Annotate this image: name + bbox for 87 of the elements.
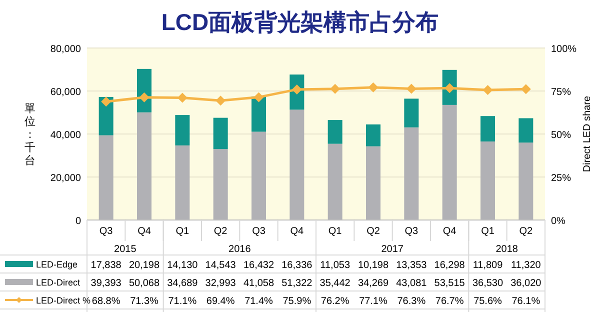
data-label: 76.2% xyxy=(320,296,350,307)
data-label: 11,809 xyxy=(472,260,504,271)
text: 2018 xyxy=(496,244,518,255)
x-tick-label: Q2 xyxy=(366,226,380,237)
data-label: 75.6% xyxy=(474,296,502,307)
y2-tick-label: 0% xyxy=(551,216,566,227)
point xyxy=(177,92,188,103)
x-tick-label: Q1 xyxy=(481,226,495,237)
data-label: 16,298 xyxy=(434,260,466,271)
data-label: 76.3% xyxy=(397,296,426,307)
data-label: 71.3% xyxy=(130,296,159,307)
data-label: 35,442 xyxy=(320,278,351,289)
data-label: 32,993 xyxy=(205,278,236,289)
bar xyxy=(213,118,228,150)
y-axis-title: 單位：千台 xyxy=(24,103,36,167)
data-label: 11,053 xyxy=(320,260,350,271)
data-label: 10,198 xyxy=(358,260,389,271)
data-label: 34,689 xyxy=(167,278,198,289)
x-tick-label: Q3 xyxy=(404,226,419,237)
chart-title: LCD面板背光架構市占分布 xyxy=(161,9,439,35)
y-tick-label: 20,000 xyxy=(50,173,82,184)
point xyxy=(254,92,264,102)
data-label: 53,515 xyxy=(434,278,466,289)
x-tick-label: Q3 xyxy=(99,226,114,237)
x-tick-label: Q2 xyxy=(214,226,228,237)
data-label: 71.1% xyxy=(168,296,197,307)
data-label: 41,058 xyxy=(243,278,274,289)
bar xyxy=(518,118,534,143)
data-label: 69.4% xyxy=(206,296,235,307)
y2-tick-label: 100% xyxy=(551,44,577,55)
x-tick-label: Q1 xyxy=(176,226,190,237)
point xyxy=(216,96,226,106)
text: 2017 xyxy=(381,244,404,255)
y2-tick-label: 25% xyxy=(551,173,572,184)
text: 2015 xyxy=(114,244,137,255)
point xyxy=(139,92,150,102)
data-label: 17,838 xyxy=(90,260,122,271)
data-label: 14,543 xyxy=(205,260,236,271)
legend-label: LED-Direct xyxy=(36,278,81,288)
data-label: 77.1% xyxy=(359,296,388,307)
data-label: 14,130 xyxy=(167,260,198,271)
data-label: 36,020 xyxy=(510,278,542,289)
data-label: 76.1% xyxy=(512,296,540,307)
data-label: 71.4% xyxy=(244,296,274,307)
y-tick-label: 40,000 xyxy=(50,130,82,141)
bar xyxy=(175,115,190,146)
data-label: 36,530 xyxy=(472,278,504,289)
data-label: 51,322 xyxy=(282,278,313,289)
bar xyxy=(328,120,342,144)
x-tick-label: Q4 xyxy=(442,226,457,237)
point xyxy=(520,84,531,94)
point xyxy=(482,84,493,95)
bar xyxy=(98,96,114,136)
data-label: 68.8% xyxy=(92,296,120,307)
bar xyxy=(404,98,419,128)
y2-axis-title: Direct LED share xyxy=(582,95,593,172)
y2-tick-label: 50% xyxy=(551,130,572,141)
point xyxy=(368,82,378,92)
data-label: 11,320 xyxy=(510,260,542,271)
bar xyxy=(480,116,495,142)
data-label: 76.7% xyxy=(435,296,464,307)
data-label: 16,336 xyxy=(282,260,313,271)
legend-label: LED-Direct % xyxy=(36,296,91,306)
x-tick-label: Q4 xyxy=(290,226,304,237)
data-label: 20,198 xyxy=(128,260,160,271)
data-label: 16,432 xyxy=(243,260,274,271)
data-label: 50,068 xyxy=(128,278,160,289)
data-label: 39,393 xyxy=(90,278,122,289)
x-tick-label: Q1 xyxy=(328,226,342,237)
x-tick-label: Q3 xyxy=(252,226,266,237)
data-label: 34,269 xyxy=(358,278,389,289)
point xyxy=(406,84,416,94)
x-tick-label: Q4 xyxy=(138,226,152,237)
x-tick-label: Q2 xyxy=(519,226,534,237)
point xyxy=(330,84,340,94)
y-tick-label: 0 xyxy=(75,216,82,227)
data-label: 13,353 xyxy=(396,260,428,271)
y2-tick-label: 75% xyxy=(551,87,572,98)
bar xyxy=(366,124,380,146)
y-tick-label: 60,000 xyxy=(50,87,82,98)
bar xyxy=(252,96,266,132)
y-tick-label: 80,000 xyxy=(50,44,82,55)
text: 2016 xyxy=(228,244,252,255)
data-label: 43,081 xyxy=(396,278,428,289)
data-label: 75.9% xyxy=(282,296,312,307)
legend-label: LED-Edge xyxy=(36,260,78,270)
point xyxy=(101,96,112,107)
